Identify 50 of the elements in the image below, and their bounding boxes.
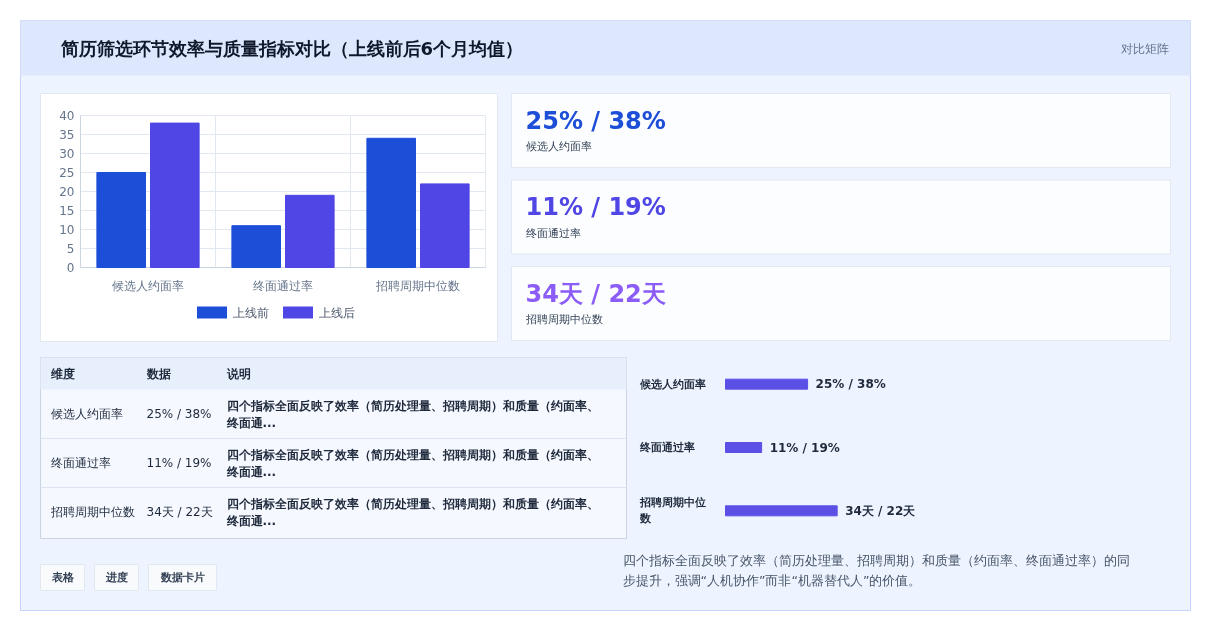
text: 终面通过率: [50, 456, 111, 470]
bar: [96, 172, 146, 268]
bar: [285, 194, 335, 268]
text: 四个指标全面反映了效率（简历处理量、招聘周期）和质量（约面率、终面通...: [225, 496, 599, 528]
text: 候选人约面率: [50, 407, 123, 421]
text: 四个指标全面反映了效率（简历处理量、招聘周期）和质量（约面率、终面通过率）的同步提升，强调“人机协作”而非“机器替代人”的价值。: [622, 553, 1130, 588]
text: 34天 / 22天: [525, 279, 666, 308]
annotation: 25% / 38%: [815, 377, 886, 392]
y-tick-label: 15: [59, 204, 75, 218]
bar: [420, 183, 470, 268]
y-tick-label: 20: [59, 185, 75, 199]
text: 对比矩阵: [1120, 41, 1169, 56]
text: 维度: [49, 366, 75, 381]
text: 四个指标全面反映了效率（简历处理量、招聘周期）和质量（约面率、终面通...: [225, 447, 599, 479]
y-tick-label: 0: [66, 261, 75, 275]
text: 数据卡片: [159, 571, 205, 584]
data-label: 25% / 38%: [146, 407, 212, 421]
data-label: 11% / 19%: [146, 456, 212, 470]
y-tick-label: 候选人约面率: [638, 377, 706, 391]
bar: [150, 122, 200, 268]
text: 25% / 38%: [525, 106, 666, 135]
y-tick-label: 25: [59, 166, 75, 180]
text: 终面通过率: [525, 226, 581, 240]
y-tick-label: 30: [59, 147, 75, 161]
x-tick-label: 候选人约面率: [112, 278, 184, 293]
text: 说明: [225, 366, 251, 381]
chart-title: 简历筛选环节效率与质量指标对比（上线前后6个月均值）: [59, 38, 524, 59]
legend-label: 上线前: [233, 305, 269, 320]
text: 34天 / 22天: [845, 503, 917, 518]
legend-label: 上线后: [319, 305, 355, 320]
annotation: 11% / 19%: [769, 440, 840, 455]
y-tick-label: 终面通过率: [638, 441, 695, 454]
y-tick-label: 招聘周期中位数: [638, 496, 706, 526]
text: 招聘周期中位数: [49, 505, 135, 519]
bar: [366, 137, 416, 268]
y-tick-label: 5: [66, 242, 75, 256]
text: 表格: [50, 571, 75, 584]
text: 数据: [145, 366, 171, 381]
x-tick-label: 招聘周期中位数: [375, 278, 460, 293]
y-tick-label: 35: [59, 128, 75, 142]
text: 11% / 19%: [525, 193, 666, 221]
text: 四个指标全面反映了效率（简历处理量、招聘周期）和质量（约面率、终面通...: [225, 398, 599, 430]
data-label: 34天 / 22天: [146, 505, 213, 519]
bar: [231, 225, 281, 268]
text: 进度: [104, 571, 128, 584]
y-tick-label: 10: [59, 223, 75, 237]
text: 候选人约面率: [525, 140, 592, 153]
text: 招聘周期中位数: [524, 313, 603, 326]
x-tick-label: 终面通过率: [253, 278, 313, 293]
y-tick-label: 40: [59, 109, 75, 123]
